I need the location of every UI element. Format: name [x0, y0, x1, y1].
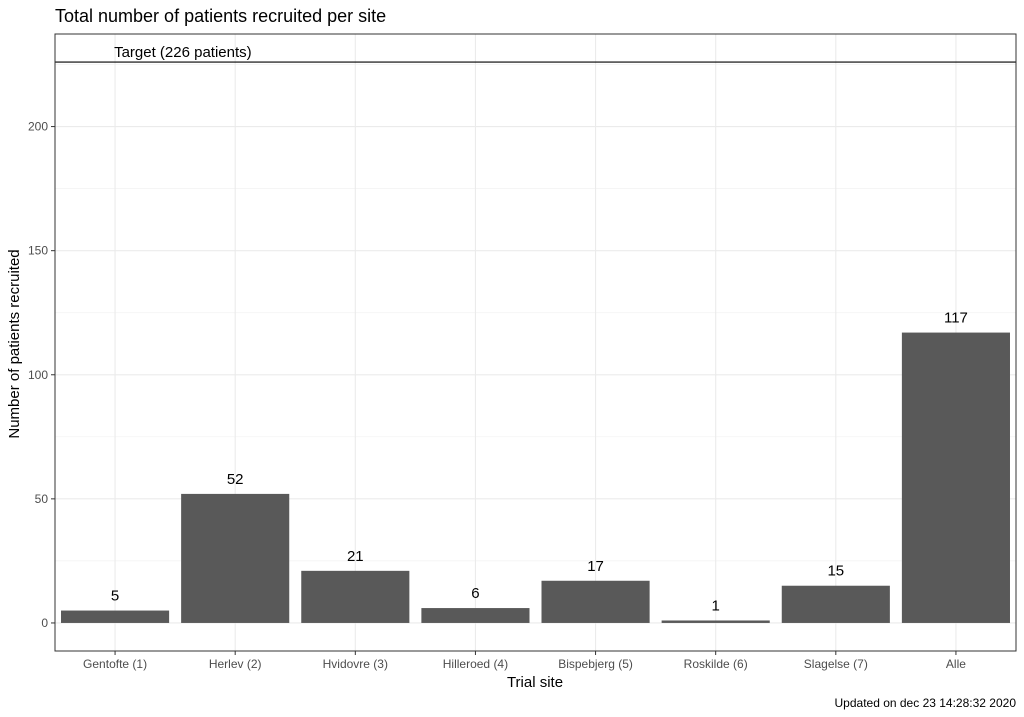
y-tick-label: 200 — [28, 120, 48, 134]
plot-panel: 5 52 21 6 17 1 15 117 Target (226 patients) — [54, 33, 1017, 652]
bar-value-label: 17 — [587, 558, 604, 575]
x-axis: Gentofte (1) Herlev (2) Hvidovre (3) Hiller… — [83, 651, 966, 671]
bar-value-label: 52 — [227, 471, 244, 488]
update-caption: Updated on dec 23 14:28:32 2020 — [835, 696, 1017, 710]
x-tick-label: Hvidovre (3) — [323, 657, 388, 671]
y-tick-label: 100 — [28, 368, 48, 382]
bar-value-label: 1 — [712, 597, 720, 614]
bar — [61, 610, 170, 623]
bar — [781, 585, 890, 623]
bar-value-label: 6 — [471, 585, 479, 602]
major-grid — [55, 34, 1016, 651]
bar — [181, 493, 290, 623]
y-tick-label: 0 — [41, 616, 48, 630]
chart-title: Total number of patients recruited per s… — [55, 6, 386, 26]
x-tick-label: Hilleroed (4) — [443, 657, 508, 671]
bar-labels: 5 52 21 6 17 1 15 117 — [111, 310, 968, 615]
y-tick-label: 150 — [28, 244, 48, 258]
x-tick-label: Slagelse (7) — [804, 657, 868, 671]
x-tick-label: Alle — [946, 657, 966, 671]
bars — [61, 332, 1010, 623]
y-tick-label: 50 — [35, 492, 49, 506]
bar-value-label: 21 — [347, 548, 364, 565]
bar-value-label: 15 — [827, 563, 844, 580]
bar — [421, 608, 530, 623]
x-tick-label: Gentofte (1) — [83, 657, 147, 671]
x-tick-label: Roskilde (6) — [684, 657, 748, 671]
x-tick-label: Herlev (2) — [209, 657, 262, 671]
x-tick-label: Bispebjerg (5) — [558, 657, 633, 671]
x-axis-title: Trial site — [507, 674, 563, 691]
bar-value-label: 117 — [944, 310, 968, 327]
y-axis: 0 50 100 150 200 — [28, 120, 55, 630]
bar-value-label: 5 — [111, 588, 119, 605]
target-label: Target (226 patients) — [114, 44, 252, 61]
bar — [901, 332, 1010, 623]
bar — [541, 580, 650, 623]
bar — [301, 570, 410, 623]
y-axis-title: Number of patients recruited — [6, 249, 23, 438]
bar — [661, 620, 770, 623]
panel-border — [54, 33, 1017, 652]
